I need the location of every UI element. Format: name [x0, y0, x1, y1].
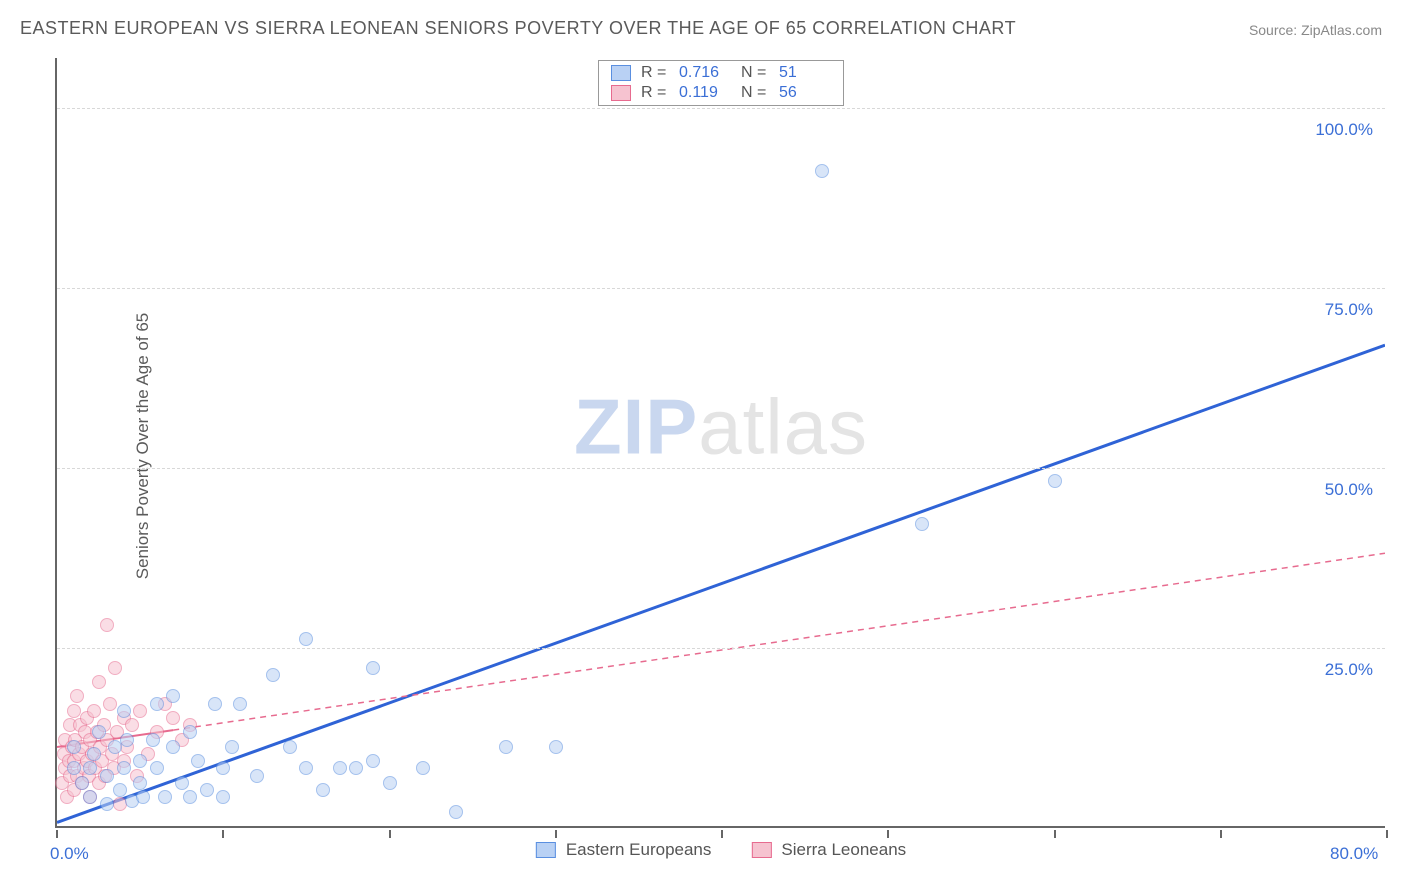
data-point	[815, 164, 829, 178]
stat-n-value: 51	[779, 64, 831, 82]
scatter-plot: ZIPatlas R =0.716N =51R =0.119N =56 East…	[55, 58, 1385, 828]
source-value: ZipAtlas.com	[1301, 22, 1382, 38]
data-point	[136, 790, 150, 804]
data-point	[549, 740, 563, 754]
watermark-atlas: atlas	[698, 382, 868, 470]
data-point	[100, 797, 114, 811]
source-label: Source:	[1249, 22, 1297, 38]
data-point	[100, 618, 114, 632]
stat-r-value: 0.119	[679, 84, 731, 102]
data-point	[266, 668, 280, 682]
stat-n-label: N =	[741, 84, 769, 102]
data-point	[133, 704, 147, 718]
series-name: Eastern Europeans	[566, 840, 712, 860]
data-point	[283, 740, 297, 754]
data-point	[250, 769, 264, 783]
data-point	[120, 733, 134, 747]
y-tick-label: 50.0%	[1325, 480, 1373, 500]
data-point	[83, 761, 97, 775]
data-point	[158, 790, 172, 804]
data-point	[216, 761, 230, 775]
data-point	[150, 761, 164, 775]
data-point	[225, 740, 239, 754]
data-point	[117, 761, 131, 775]
data-point	[67, 704, 81, 718]
stats-legend-row: R = 0.119 N = 56	[599, 83, 843, 103]
data-point	[183, 725, 197, 739]
y-tick-label: 100.0%	[1315, 120, 1373, 140]
stat-n-value: 56	[779, 84, 831, 102]
data-point	[67, 740, 81, 754]
watermark: ZIPatlas	[574, 381, 868, 472]
data-point	[125, 718, 139, 732]
data-point	[83, 790, 97, 804]
trend-lines	[57, 58, 1385, 826]
gridline-h	[57, 468, 1385, 469]
data-point	[499, 740, 513, 754]
stat-r-label: R =	[641, 64, 669, 82]
data-point	[166, 689, 180, 703]
data-point	[200, 783, 214, 797]
source-attribution: Source: ZipAtlas.com	[1249, 22, 1382, 38]
page-title: EASTERN EUROPEAN VS SIERRA LEONEAN SENIO…	[20, 18, 1016, 39]
gridline-h	[57, 648, 1385, 649]
legend-swatch	[536, 842, 556, 858]
data-point	[183, 790, 197, 804]
legend-swatch	[751, 842, 771, 858]
data-point	[915, 517, 929, 531]
data-point	[366, 754, 380, 768]
series-name: Sierra Leoneans	[781, 840, 906, 860]
data-point	[70, 689, 84, 703]
data-point	[175, 776, 189, 790]
x-tick-end: 80.0%	[1330, 844, 1378, 864]
data-point	[113, 783, 127, 797]
data-point	[67, 761, 81, 775]
data-point	[366, 661, 380, 675]
data-point	[349, 761, 363, 775]
data-point	[133, 754, 147, 768]
data-point	[75, 776, 89, 790]
stat-r-value: 0.716	[679, 64, 731, 82]
data-point	[233, 697, 247, 711]
x-tick-start: 0.0%	[50, 844, 89, 864]
data-point	[146, 733, 160, 747]
data-point	[166, 740, 180, 754]
data-point	[299, 761, 313, 775]
data-point	[103, 697, 117, 711]
legend-swatch	[611, 85, 631, 101]
data-point	[333, 761, 347, 775]
watermark-zip: ZIP	[574, 382, 698, 470]
data-point	[449, 805, 463, 819]
data-point	[92, 725, 106, 739]
data-point	[87, 704, 101, 718]
data-point	[299, 632, 313, 646]
stats-legend: R = 0.716 N = 51 R = 0.119 N = 56	[598, 60, 844, 106]
stats-legend-row: R = 0.716 N = 51	[599, 63, 843, 83]
data-point	[133, 776, 147, 790]
data-point	[108, 661, 122, 675]
series-legend: Eastern Europeans Sierra Leoneans	[536, 840, 906, 860]
series-legend-item: Sierra Leoneans	[751, 840, 906, 860]
data-point	[1048, 474, 1062, 488]
series-legend-item: Eastern Europeans	[536, 840, 712, 860]
data-point	[117, 704, 131, 718]
stat-r-label: R =	[641, 84, 669, 102]
legend-swatch	[611, 65, 631, 81]
data-point	[166, 711, 180, 725]
data-point	[87, 747, 101, 761]
gridline-h	[57, 288, 1385, 289]
data-point	[416, 761, 430, 775]
data-point	[191, 754, 205, 768]
data-point	[216, 790, 230, 804]
data-point	[100, 769, 114, 783]
data-point	[383, 776, 397, 790]
data-point	[92, 675, 106, 689]
gridline-h	[57, 108, 1385, 109]
data-point	[316, 783, 330, 797]
data-point	[208, 697, 222, 711]
data-point	[150, 697, 164, 711]
y-tick-label: 25.0%	[1325, 660, 1373, 680]
y-tick-label: 75.0%	[1325, 300, 1373, 320]
stat-n-label: N =	[741, 64, 769, 82]
